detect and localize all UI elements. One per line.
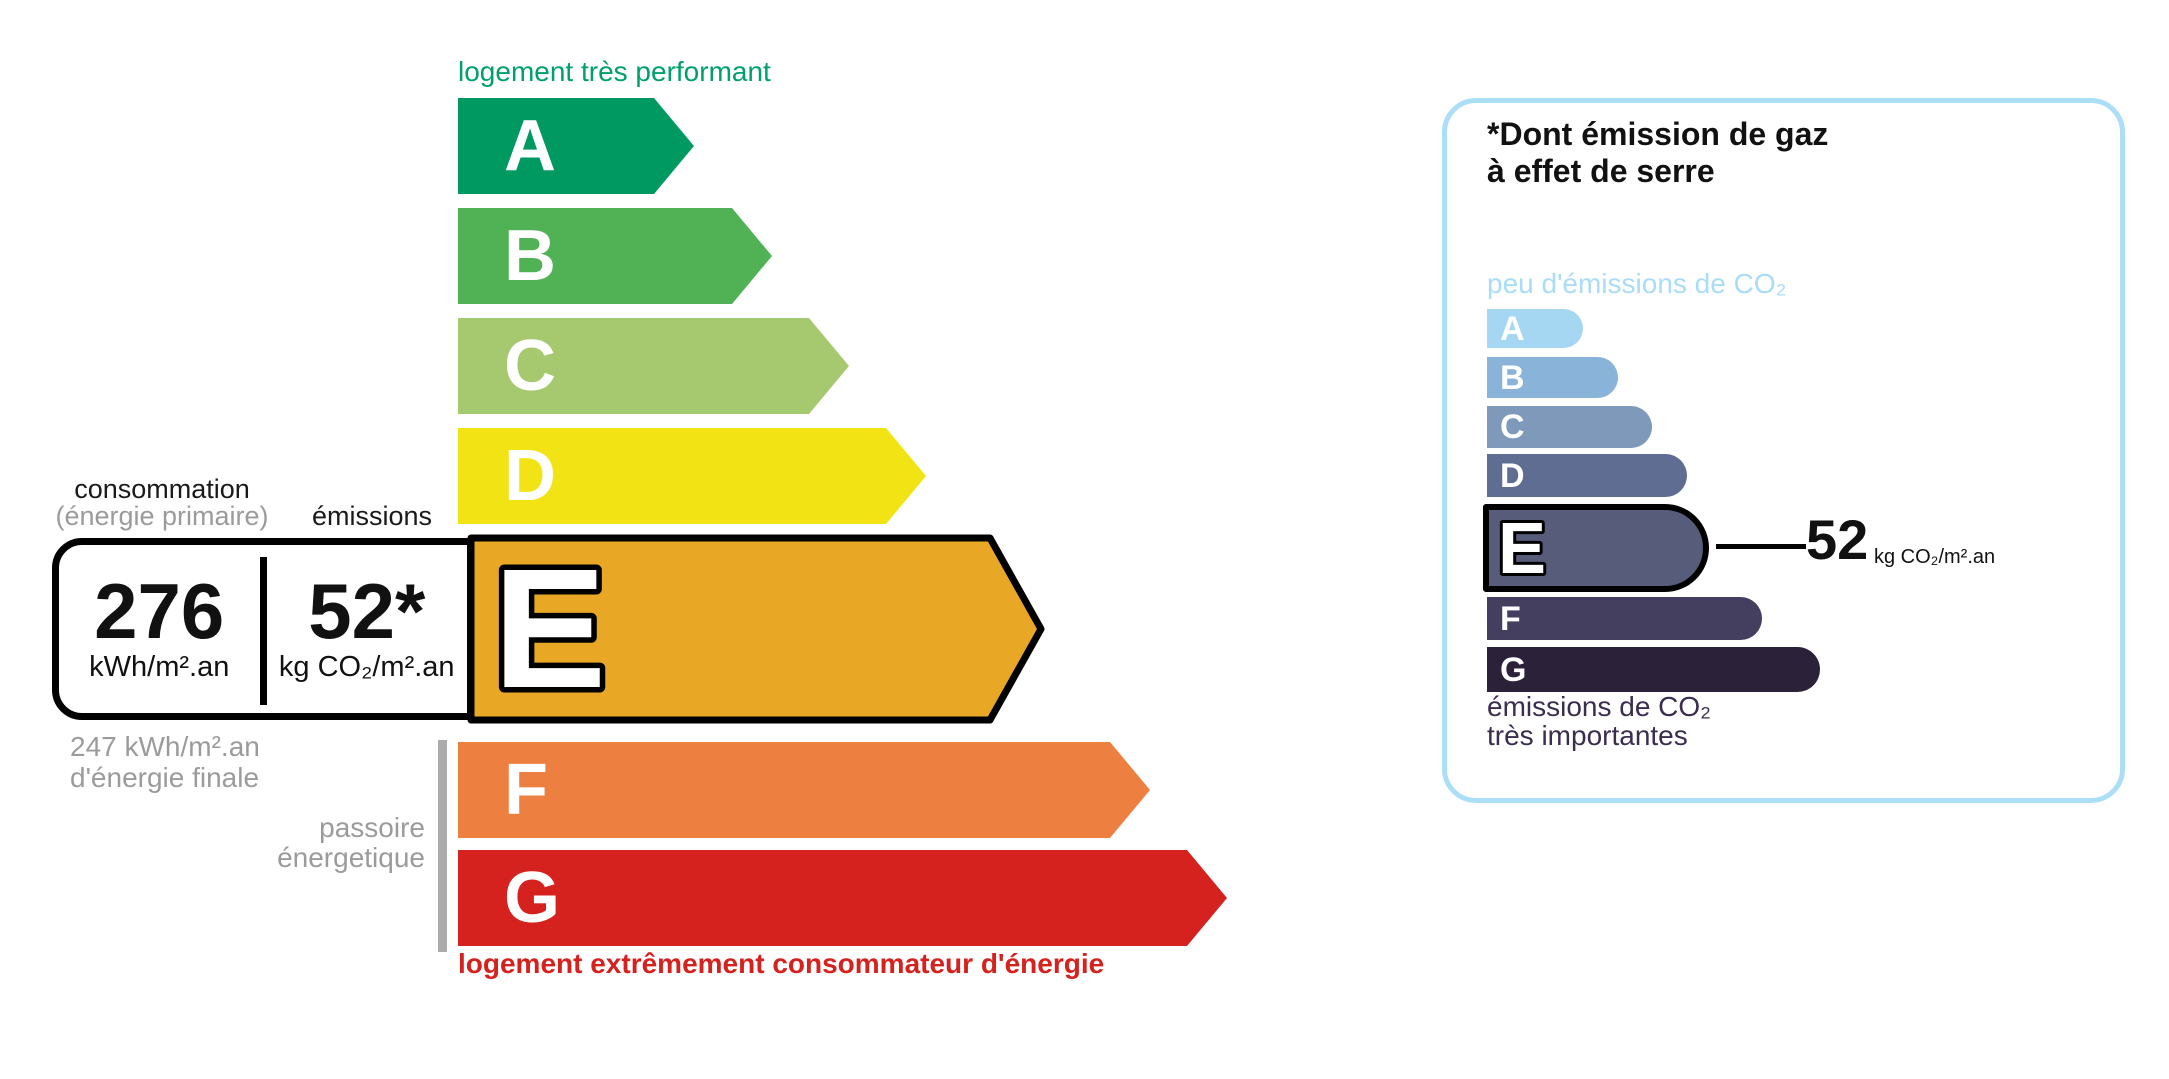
current-energy-grade-shape [467,534,1045,724]
co2-value: 52 [1806,508,1869,571]
final-energy-note: 247 kWh/m².an d'énergie finale [70,731,260,793]
energy-sieve-line2: énergetique [277,842,425,873]
grade-letter-c: C [504,326,556,406]
emissions-value: 52* [308,566,426,655]
co2-high-emissions-line1: émissions de CO₂ [1487,691,1712,722]
final-energy-line2: d'énergie finale [70,762,260,793]
energy-grade-c-arrow: C [458,318,849,414]
grade-letter-g: G [504,858,561,938]
consumption-header: consommation [74,474,250,504]
grade-letter-e: E [493,534,606,724]
co2-panel-title-line1: *Dont émission de gaz [1487,116,1829,152]
consumption-unit: kWh/m².an [89,651,230,684]
co2-low-emissions-label: peu d'émissions de CO₂ [1487,268,1787,299]
consumption-cell: 276 kWh/m².an [59,545,260,713]
grade-letter-d: D [504,436,556,516]
co2-value-unit: kg CO₂/m².an [1874,546,1996,568]
energy-grade-g-arrow: G [458,850,1227,946]
energy-sieve-line1: passoire [319,812,425,843]
co2-grade-letter-b: B [1500,358,1525,397]
current-values-box: 276 kWh/m².an 52* kg CO₂/m².an [52,538,474,720]
co2-grade-letter-e: E [1498,509,1546,589]
co2-grade-letter-c: C [1500,408,1525,446]
grade-letter-a: A [504,106,556,186]
top-performance-label: logement très performant [458,56,771,87]
emissions-cell: 52* kg CO₂/m².an [267,545,468,713]
grade-letter-f: F [504,750,548,830]
co2-grade-a-bar: A [1487,309,1583,348]
co2-grade-letter-f: F [1500,599,1521,638]
co2-current-grade-shape [1483,504,1709,592]
co2-grade-letter-d: D [1500,456,1525,495]
co2-grade-d-bar: D [1487,454,1687,497]
bottom-performance-label: logement extrêmement consommateur d'éner… [458,948,1105,979]
co2-panel-title-line2: à effet de serre [1487,153,1715,189]
co2-grade-letter-a: A [1500,309,1525,348]
co2-high-emissions-line2: très importantes [1487,720,1688,751]
co2-grade-f-bar: F [1487,597,1762,640]
co2-grade-g-bar: G [1487,647,1820,692]
co2-high-emissions-label: émissions de CO₂ très importantes [1487,692,1711,750]
emissions-header: émissions [311,501,433,531]
current-energy-grade-arrow: E [467,534,1045,724]
energy-grade-b-arrow: B [458,208,772,304]
co2-grade-letter-g: G [1500,650,1527,689]
co2-value-connector-line [1716,544,1806,549]
co2-current-grade-pill: E [1483,504,1709,592]
energy-grade-d-arrow: D [458,428,926,524]
energy-grade-a-arrow: A [458,98,694,194]
energy-grade-f-arrow: F [458,742,1150,838]
energy-sieve-bracket [438,740,447,952]
co2-grade-c-bar: C [1487,406,1652,448]
consumption-value: 276 [94,566,225,655]
final-energy-line1: 247 kWh/m².an [70,731,260,762]
primary-energy-subheader: (énergie primaire) [55,501,269,531]
values-divider [259,557,267,705]
energy-sieve-note: passoire énergetique [205,813,425,873]
emissions-unit: kg CO₂/m².an [278,651,455,684]
co2-grade-b-bar: B [1487,357,1618,398]
grade-letter-b: B [504,216,556,296]
